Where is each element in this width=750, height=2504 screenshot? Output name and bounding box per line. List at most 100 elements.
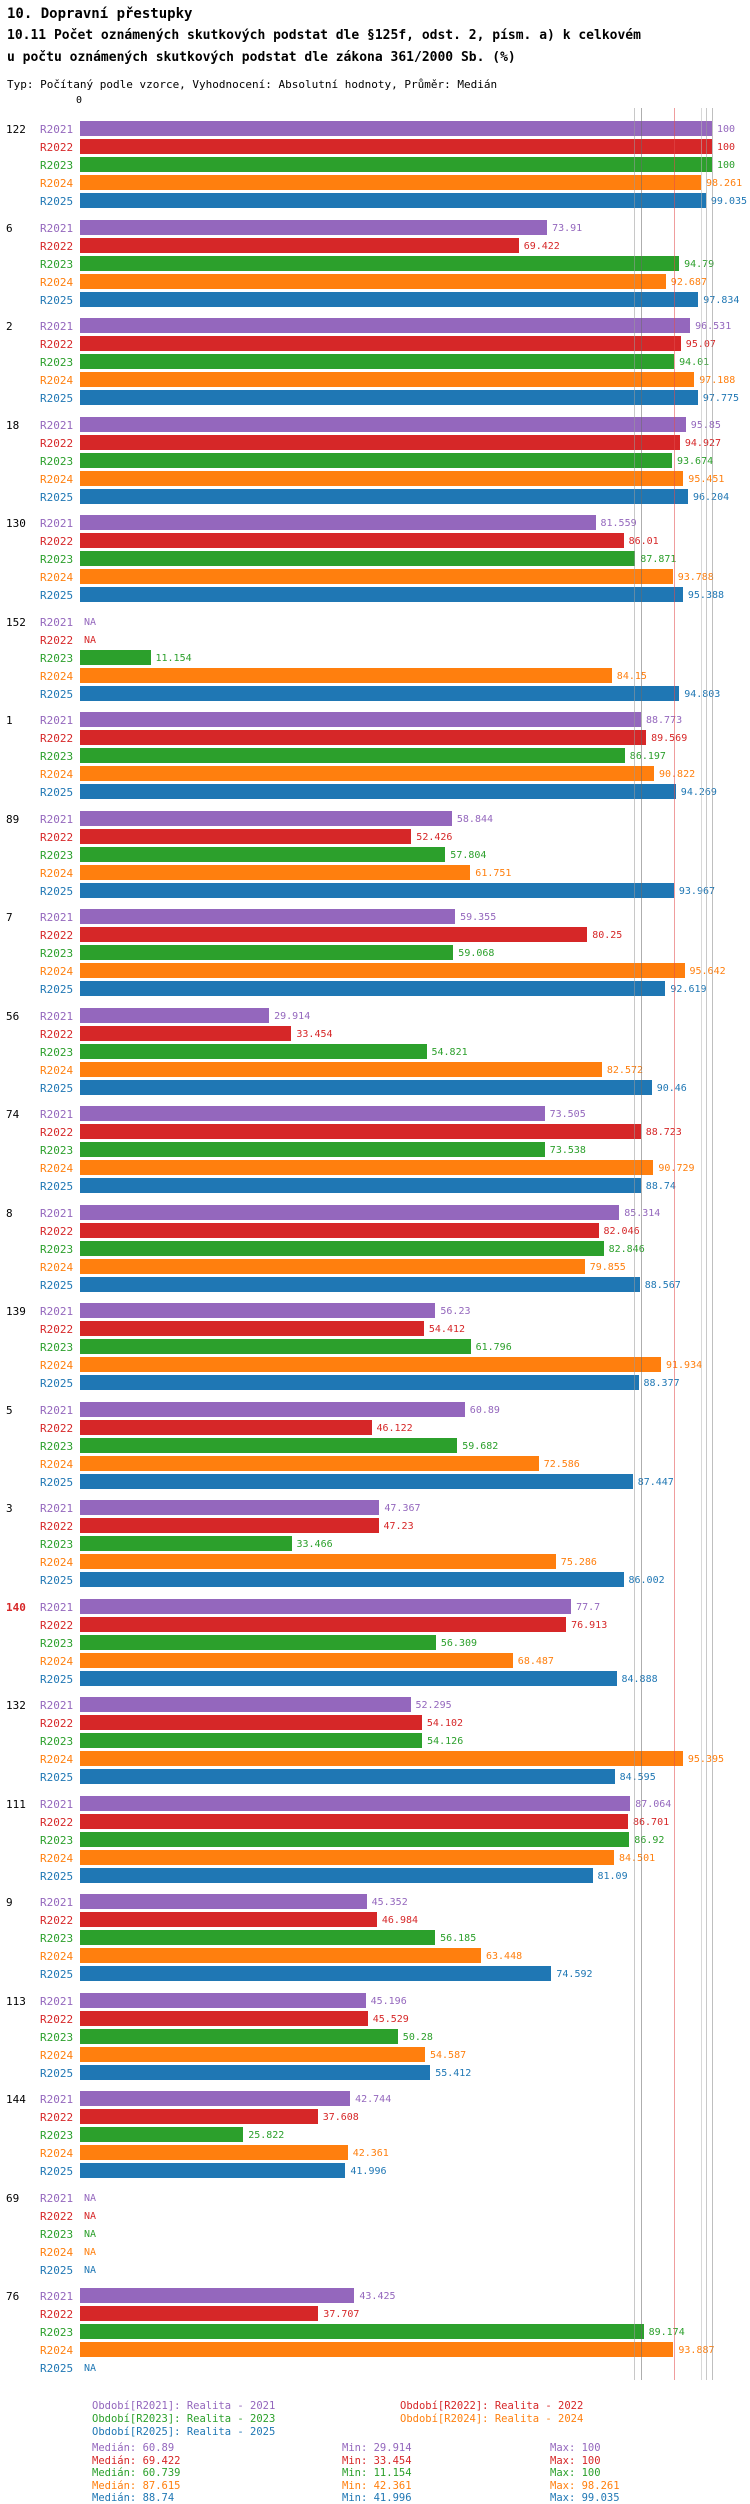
bar-value-label: 76.913: [571, 1619, 608, 1631]
legend-median-stat-R2023: Medián: 60.739: [92, 2467, 181, 2479]
bar-R2025: [80, 882, 674, 898]
bar-value-label: 58.844: [456, 813, 494, 825]
bar-value-label: 45.352: [371, 1897, 408, 1908]
series-row-label-R2024: R2024: [40, 1260, 74, 1274]
legend-max-stat-R2025: Max: 99.035: [550, 2492, 620, 2504]
group-label: 7: [6, 911, 13, 924]
bar-value-label: 57.804: [450, 849, 487, 861]
bar-value-label: 46.122: [376, 1422, 413, 1434]
series-row-label-R2023: R2023: [40, 2227, 74, 2241]
group-label: 139: [6, 1305, 26, 1318]
series-row-label-R2024: R2024: [40, 2048, 74, 2062]
bar-value-label: 52.295: [415, 1700, 452, 1711]
series-row-label-R2021: R2021: [40, 1896, 74, 1909]
group-label: 122: [6, 123, 26, 136]
bar-R2021: [80, 219, 548, 235]
legend-median-stat-R2024: Medián: 87.615: [92, 2479, 181, 2492]
bar-group-113: 113 R2021 45.196 R2022 45.529 R2023 50.28 R2024…: [0, 1992, 750, 2090]
group-label: 8: [6, 1206, 13, 1220]
series-row-label-R2021: R2021: [40, 2290, 74, 2303]
bar-R2024: [80, 1554, 556, 1569]
bar-group-9: 9 R2021 45.352 R2022 46.984 R2023 56.185 R2024 6…: [0, 1893, 750, 1991]
bar-R2023: [80, 2028, 398, 2044]
bar-value-label: 74.592: [556, 1969, 593, 1980]
series-row-label-R2025: R2025: [40, 490, 74, 504]
series-row-label-R2021: R2021: [40, 1403, 74, 1417]
bar-R2022: [80, 1813, 628, 1829]
bar-value-label: 100: [717, 124, 736, 135]
series-row-label-R2025: R2025: [40, 983, 74, 996]
series-row-label-R2022: R2022: [40, 1323, 74, 1336]
bar-R2023: [80, 1930, 436, 1945]
reference-line-2: [640, 108, 642, 2380]
bar-value-label: 95.07: [686, 339, 716, 350]
series-row-label-R2022: R2022: [40, 535, 74, 548]
bar-group-111: 111 R2021 87.064 R2022 86.701 R2023 86.92 R2024…: [0, 1795, 750, 1893]
bar-R2021: [80, 1303, 436, 1318]
series-row-label-R2021: R2021: [40, 320, 74, 333]
bar-value-label: 54.412: [428, 1324, 466, 1335]
bar-R2025: [80, 1670, 617, 1686]
series-row-label-R2021: R2021: [40, 1600, 74, 1614]
bar-value-label: 92.687: [670, 276, 707, 288]
bar-value-label: 33.454: [296, 1028, 333, 1040]
bar-value-label: 97.834: [703, 294, 740, 306]
bar-R2025: [80, 784, 676, 799]
series-row-label-R2023: R2023: [40, 2030, 74, 2044]
bar-R2023: [80, 1240, 604, 1256]
bar-R2025: [80, 1473, 633, 1489]
series-row-label-R2022: R2022: [40, 239, 74, 253]
bar-R2022: [80, 1321, 424, 1336]
bar-group-69: 69 R2021 NA R2022 NA R2023 NA R2024 NA R2025 NA: [0, 2189, 750, 2287]
group-label: 132: [6, 1699, 26, 1712]
bar-R2021: [80, 1992, 366, 2008]
bar-group-144: 144 R2021 42.744 R2022 37.608 R2023 25.822 R202…: [0, 2090, 750, 2188]
series-row-label-R2021: R2021: [40, 911, 74, 924]
bar-R2021: [80, 515, 596, 530]
series-row-label-R2021: R2021: [40, 812, 74, 826]
bar-R2024: [80, 273, 666, 289]
chart-subtitle-line2: u počtu oznámených skutkových podstat dl…: [7, 50, 516, 65]
bar-value-label: 88.74: [645, 1181, 676, 1192]
bar-value-label: 94.927: [684, 437, 722, 449]
group-label: 74: [6, 1108, 20, 1121]
bar-value-label: 86.92: [634, 1834, 665, 1846]
bar-R2022: [80, 2010, 368, 2026]
bar-R2023: [80, 452, 672, 468]
bar-value-label: 99.035: [710, 196, 748, 207]
bar-group-7: 7 R2021 59.355 R2022 80.25 R2023 59.068 R2024 95…: [0, 908, 750, 1006]
bar-value-label: 61.751: [475, 867, 512, 879]
bar-R2023: [80, 1733, 423, 1748]
x-axis-origin-tick: 0: [76, 95, 83, 106]
na-value-label: NA: [84, 2192, 97, 2204]
bar-R2025: [80, 1375, 639, 1390]
bar-value-label: 93.967: [678, 885, 716, 897]
bar-value-label: 86.197: [629, 751, 666, 762]
bar-R2024: [80, 569, 673, 584]
bar-value-label: 61.796: [475, 1342, 512, 1353]
series-row-label-R2025: R2025: [40, 1377, 74, 1390]
bar-R2023: [80, 748, 625, 763]
bar-R2021: [80, 712, 641, 727]
series-row-label-R2025: R2025: [40, 884, 74, 898]
series-row-label-R2022: R2022: [40, 633, 74, 647]
series-row-label-R2023: R2023: [40, 1242, 74, 1256]
bar-value-label: 82.572: [606, 1064, 644, 1076]
chart-subtitle-line1: 10.11 Počet oznámených skutkových podsta…: [7, 28, 641, 43]
series-row-label-R2022: R2022: [40, 1126, 74, 1139]
series-row-label-R2023: R2023: [40, 1636, 74, 1650]
bar-R2023: [80, 157, 712, 172]
bar-value-label: 81.559: [600, 518, 637, 529]
legend-median-stat-R2021: Medián: 60.89: [92, 2442, 175, 2454]
series-row-label-R2024: R2024: [40, 275, 74, 289]
bar-value-label: 11.154: [155, 652, 192, 664]
bar-value-label: 90.729: [658, 1163, 695, 1174]
bar-value-label: 89.569: [651, 733, 688, 744]
bar-group-139: 139 R2021 56.23 R2022 54.412 R2023 61.796 R2024…: [0, 1302, 750, 1400]
bar-value-label: 87.064: [635, 1798, 672, 1810]
legend-max-stat-R2021: Max: 100: [550, 2442, 601, 2454]
bar-R2025: [80, 1572, 624, 1587]
bar-R2024: [80, 1357, 661, 1372]
series-row-label-R2024: R2024: [40, 2344, 74, 2357]
series-row-label-R2022: R2022: [40, 2209, 74, 2223]
